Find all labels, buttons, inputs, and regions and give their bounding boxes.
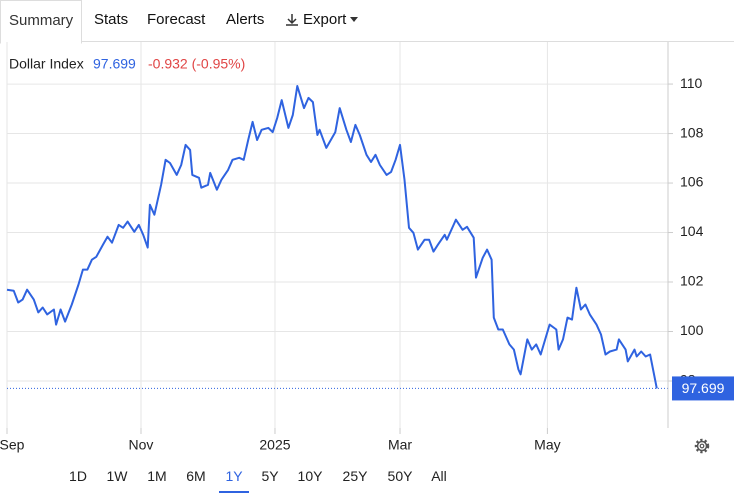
- range-button[interactable]: All: [431, 468, 447, 484]
- last-value-label: 97.699: [682, 380, 725, 396]
- chart: 98100102104106108110SepNov2025MarMay97.6…: [0, 42, 734, 454]
- tab[interactable]: Alerts: [226, 11, 265, 28]
- range-button[interactable]: 1M: [147, 468, 167, 484]
- tab-bar: Summary Stats Forecast Alerts Export: [0, 0, 734, 44]
- last-value-tag: [672, 376, 734, 401]
- download-icon: [286, 14, 298, 26]
- y-tick-label: 110: [680, 75, 703, 91]
- range-button[interactable]: 10Y: [297, 468, 323, 484]
- y-tick-label: 102: [680, 273, 704, 289]
- line-series: [6, 85, 658, 389]
- range-button[interactable]: 1D: [69, 468, 87, 484]
- settings-icon[interactable]: [694, 438, 710, 454]
- range-button[interactable]: 6M: [186, 468, 206, 484]
- range-button[interactable]: 5Y: [261, 468, 279, 484]
- caret: [350, 17, 358, 22]
- legend-change: -0.932 (-0.95%): [148, 56, 245, 72]
- x-tick-label: Nov: [129, 437, 154, 453]
- range-button[interactable]: 1Y: [219, 462, 249, 493]
- y-tick-label: 100: [680, 322, 704, 338]
- tab[interactable]: Export: [303, 11, 347, 28]
- y-tick-label: 106: [680, 174, 704, 190]
- tab[interactable]: Summary: [0, 0, 83, 44]
- x-tick-label: Mar: [388, 437, 412, 453]
- x-tick-label: 2025: [259, 437, 290, 453]
- legend-value: 97.699: [93, 56, 136, 72]
- tab[interactable]: Stats: [94, 11, 129, 28]
- range-button[interactable]: 25Y: [342, 468, 368, 484]
- y-tick-label: 104: [680, 223, 704, 239]
- tab[interactable]: Forecast: [147, 11, 206, 28]
- legend-name: Dollar Index: [9, 56, 84, 72]
- range-bar: 1D 1W 1M 6M 1Y 5Y 10Y 25Y 50Y All: [0, 462, 734, 493]
- x-tick-label: Sep: [0, 437, 25, 453]
- range-button[interactable]: 50Y: [387, 468, 413, 484]
- x-tick-label: May: [534, 437, 560, 453]
- range-button[interactable]: 1W: [106, 468, 128, 484]
- y-tick-label: 108: [680, 124, 704, 140]
